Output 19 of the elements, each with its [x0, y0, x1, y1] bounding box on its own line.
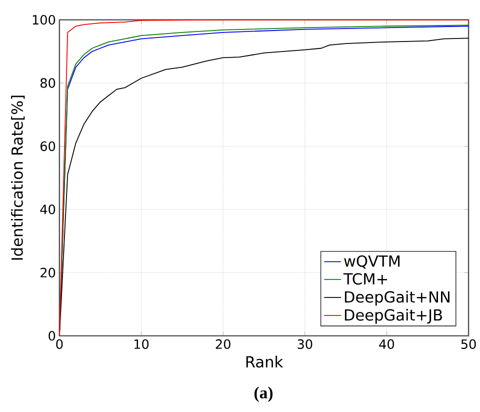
x-tick-label: 40 — [379, 339, 394, 349]
x-tick-label: 20 — [216, 339, 230, 349]
x-tick-label: 50 — [461, 339, 476, 349]
y-tick-label: 80 — [40, 78, 56, 88]
y-tick-label: 40 — [40, 204, 56, 214]
x-tick-label: 10 — [134, 339, 149, 349]
legend-label: TCM+ — [343, 273, 387, 285]
x-axis-title: Rank — [246, 356, 284, 368]
y-axis-title: Identification Rate[%] — [11, 96, 25, 260]
legend-label: DeepGait+JB — [344, 308, 442, 324]
x-tick-label: 30 — [298, 339, 312, 349]
y-tick-label: 60 — [40, 141, 56, 152]
legend-label: wQVTM — [344, 255, 400, 269]
y-tick-label: 20 — [40, 268, 56, 278]
text: (a) — [254, 386, 273, 402]
y-tick-label: 0 — [48, 330, 56, 341]
y-tick-label: 100 — [32, 14, 56, 25]
legend-label: DeepGait+NN — [344, 290, 450, 306]
x-tick-label: 0 — [56, 339, 63, 349]
